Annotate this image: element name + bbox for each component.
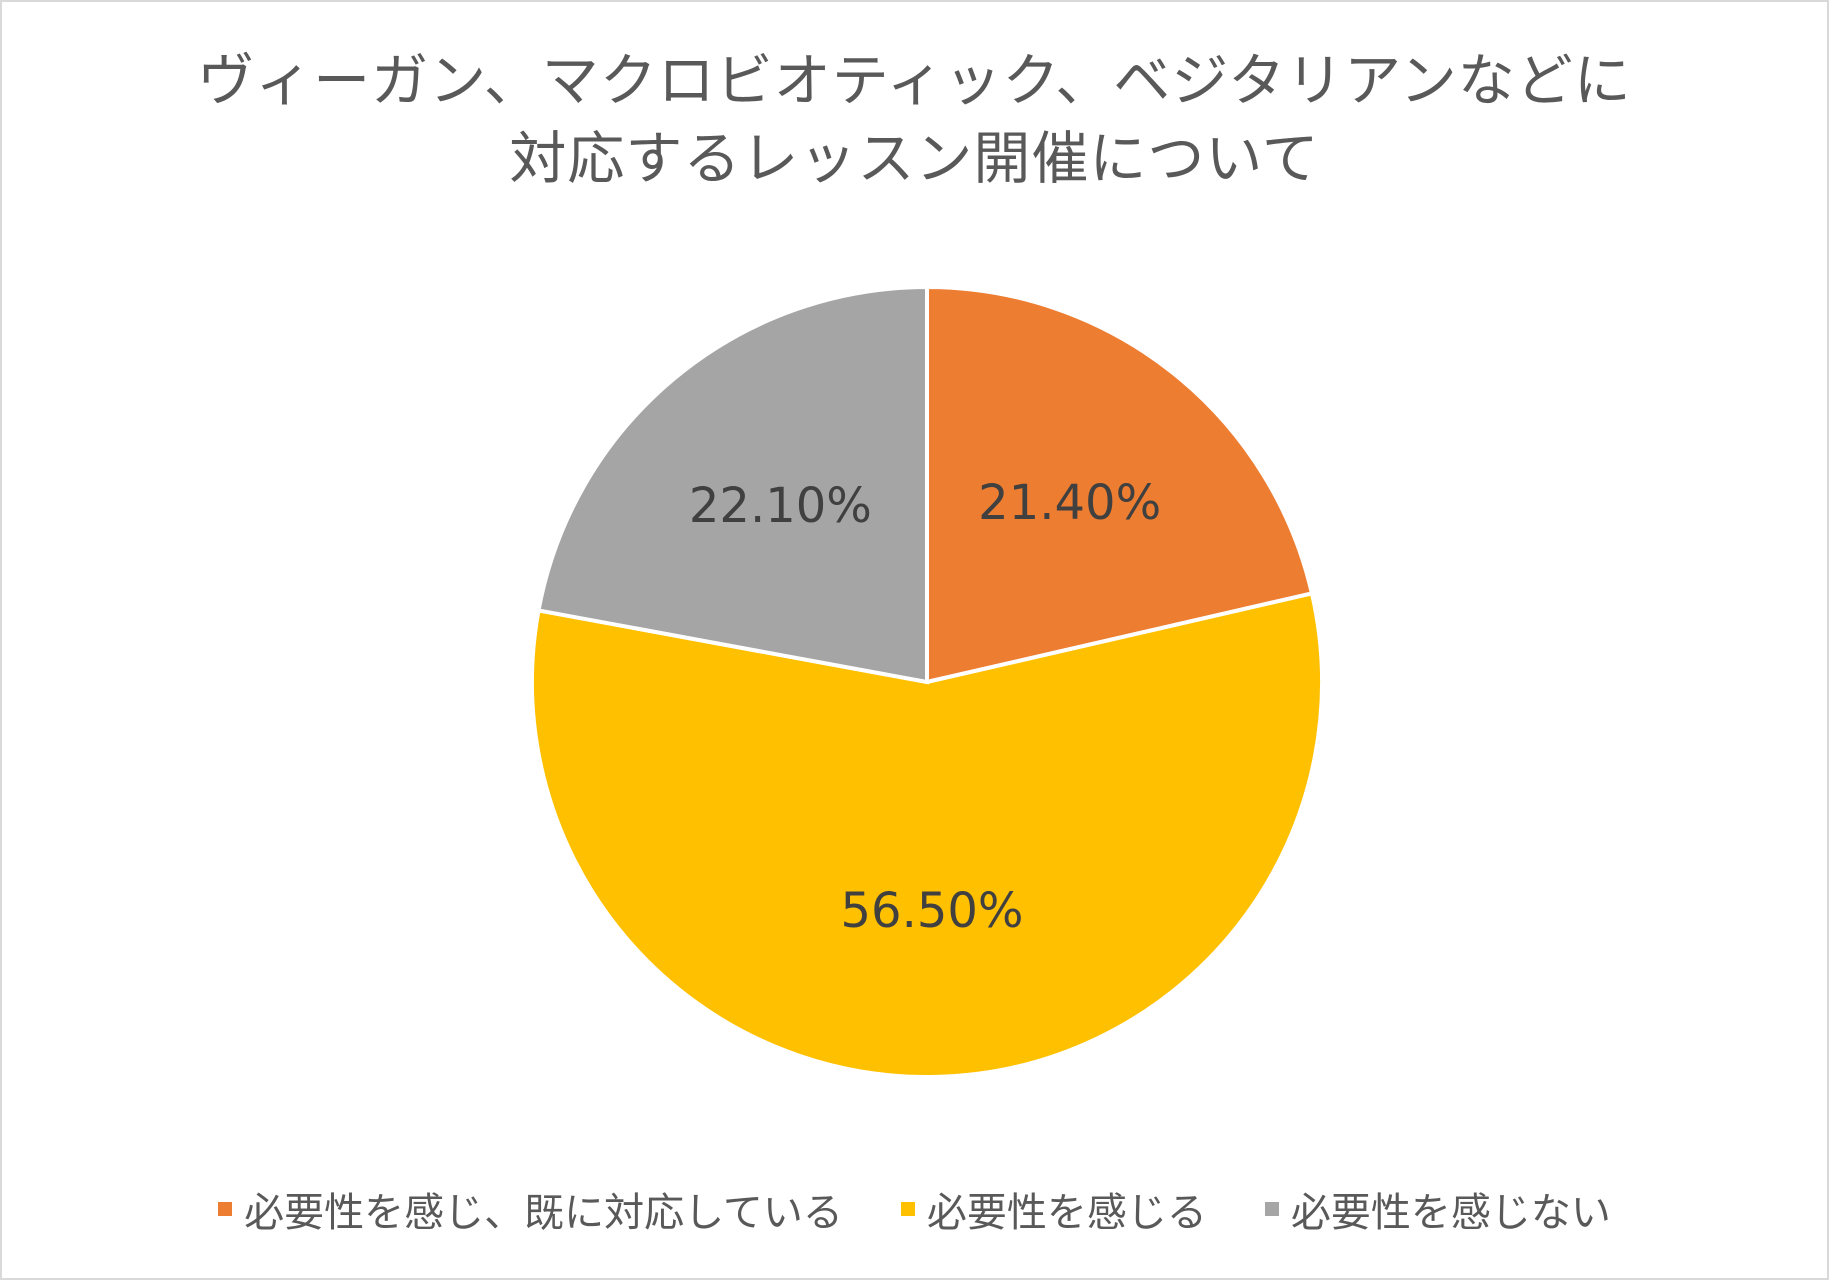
pie-slice <box>925 284 1315 685</box>
legend: 必要性を感じ、既に対応している 必要性を感じる 必要性を感じない <box>0 1180 1829 1238</box>
chart-title: ヴィーガン、マクロビオティック、ベジタリアンなどに 対応するレッスン開催について <box>0 42 1829 198</box>
legend-swatch <box>900 1202 915 1216</box>
pie-slice <box>536 284 929 685</box>
legend-item: 必要性を感じ、既に対応している <box>218 1180 843 1238</box>
legend-item: 必要性を感じる <box>900 1180 1207 1238</box>
chart-title-line-1: ヴィーガン、マクロビオティック、ベジタリアンなどに <box>197 48 1632 114</box>
legend-label: 必要性を感じない <box>1290 1190 1611 1236</box>
data-label: 22.10% <box>689 478 872 534</box>
pie-slice <box>530 591 1324 1079</box>
legend-label: 必要性を感じ、既に対応している <box>244 1190 843 1236</box>
data-label: 21.40% <box>978 475 1161 531</box>
legend-item: 必要性を感じない <box>1264 1180 1611 1238</box>
legend-swatch <box>218 1202 233 1216</box>
legend-swatch <box>1264 1202 1279 1216</box>
data-label: 56.50% <box>841 883 1024 939</box>
legend-label: 必要性を感じる <box>926 1190 1207 1236</box>
chart-title-line-2: 対応するレッスン開催について <box>509 126 1320 192</box>
